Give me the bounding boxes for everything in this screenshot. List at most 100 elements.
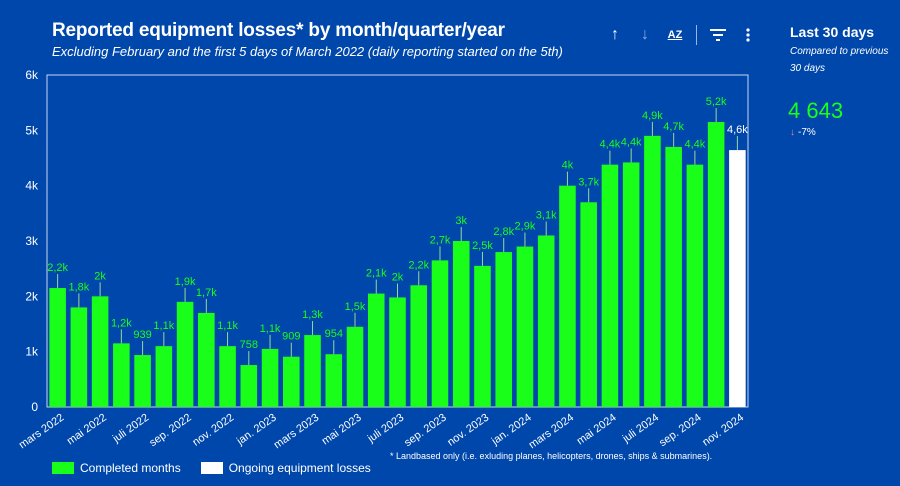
bar xyxy=(431,260,449,407)
data-label: 1,7k xyxy=(196,287,217,299)
bar xyxy=(346,326,364,407)
bar xyxy=(580,202,597,407)
data-label: 5,2k xyxy=(706,96,727,108)
bar xyxy=(304,335,321,407)
bar xyxy=(644,135,661,407)
data-label: 909 xyxy=(282,331,300,343)
data-label: 4k xyxy=(562,160,574,172)
data-label: 954 xyxy=(325,328,343,340)
bar xyxy=(389,297,406,407)
y-tick-label: 1k xyxy=(25,345,39,359)
y-tick-label: 4k xyxy=(25,179,39,193)
chart-subtitle: Excluding February and the first 5 days … xyxy=(52,44,563,59)
bar xyxy=(70,307,88,407)
y-tick-label: 0 xyxy=(31,400,38,414)
sort-az-icon[interactable]: AZ xyxy=(667,29,683,41)
bar xyxy=(134,355,151,407)
data-label: 4,6k xyxy=(727,124,748,136)
data-label: 3,1k xyxy=(536,209,557,221)
bar xyxy=(495,252,512,407)
bar xyxy=(410,285,428,407)
data-label: 4,4k xyxy=(621,136,642,148)
y-tick-label: 2k xyxy=(25,289,39,303)
bar xyxy=(49,288,66,407)
bar xyxy=(198,312,215,407)
x-tick-label: sep. 2023 xyxy=(402,412,448,450)
x-tick-label: mai 2022 xyxy=(65,412,109,448)
kpi-delta: ↓ -7% xyxy=(790,127,816,138)
bar xyxy=(240,365,258,407)
data-label: 1,9k xyxy=(175,276,196,288)
data-label: 2k xyxy=(94,270,106,282)
footnote: * Landbased only (i.e. exluding planes, … xyxy=(390,451,713,461)
chart-title: Reported equipment losses* by month/quar… xyxy=(52,20,505,41)
data-label: 4,9k xyxy=(642,110,663,122)
data-label: 1,1k xyxy=(260,323,281,335)
bar xyxy=(176,301,194,407)
data-label: 4,7k xyxy=(663,121,684,133)
bar xyxy=(219,346,236,407)
legend-swatch-ongoing xyxy=(200,462,223,474)
data-label: 2,5k xyxy=(472,240,493,252)
bar xyxy=(537,235,555,407)
data-label: 1,1k xyxy=(153,320,174,332)
bar xyxy=(91,296,109,407)
legend-swatch-completed xyxy=(52,462,74,474)
x-tick-label: juli 2023 xyxy=(365,412,406,446)
data-label: 2,9k xyxy=(515,221,536,233)
bar xyxy=(325,354,343,407)
x-tick-label: juli 2022 xyxy=(110,412,151,446)
kpi-heading: Last 30 days xyxy=(790,24,875,40)
bar xyxy=(601,164,619,407)
data-label: 2,7k xyxy=(430,234,451,246)
bar xyxy=(622,162,640,407)
x-tick-label: nov. 2022 xyxy=(190,412,236,449)
y-tick-label: 6k xyxy=(25,68,39,82)
more-icon[interactable] xyxy=(733,24,763,46)
bar xyxy=(707,122,725,408)
bar xyxy=(452,241,470,407)
data-label: 2,1k xyxy=(366,268,387,280)
bar xyxy=(516,246,534,407)
down-arrow-icon: ↓ xyxy=(790,127,795,138)
data-label: 2k xyxy=(392,271,404,283)
y-axis: 0 1k 2k 3k 4k 5k 6k xyxy=(25,68,39,414)
data-label: 1,2k xyxy=(111,317,132,329)
chart-toolbar: ↑ ↓ AZ xyxy=(600,24,763,46)
x-tick-label: mars 2023 xyxy=(272,412,321,452)
bar xyxy=(155,346,173,407)
filter-icon[interactable] xyxy=(703,24,733,46)
x-tick-label: nov. 2023 xyxy=(445,412,491,449)
arrow-up-icon[interactable]: ↑ xyxy=(611,26,619,43)
data-label: 1,1k xyxy=(217,320,238,332)
data-label: 939 xyxy=(133,329,151,341)
legend: Completed months Ongoing equipment losse… xyxy=(52,461,371,475)
kpi-value: 4 643 xyxy=(788,98,844,123)
data-label: 3k xyxy=(455,215,467,227)
x-tick-label: sep. 2022 xyxy=(147,412,193,450)
data-label: 1,5k xyxy=(345,301,366,313)
x-tick-label: mai 2023 xyxy=(320,412,364,448)
data-label: 1,3k xyxy=(302,309,323,321)
bars: 2,2k1,8k2k1,2k9391,1k1,9k1,7k1,1k7581,1k… xyxy=(47,96,748,408)
x-tick-label: mars 2022 xyxy=(17,412,66,452)
data-label: 1,8k xyxy=(68,281,89,293)
bar xyxy=(367,293,385,407)
arrow-down-icon[interactable]: ↓ xyxy=(641,26,649,43)
bar xyxy=(665,146,682,407)
data-label: 2,2k xyxy=(408,259,429,271)
bar xyxy=(283,356,300,407)
bar xyxy=(474,265,491,407)
y-tick-label: 3k xyxy=(25,234,39,248)
bar xyxy=(686,164,704,407)
x-tick-label: nov. 2024 xyxy=(700,412,746,449)
x-tick-label: sep. 2024 xyxy=(657,412,703,450)
legend-label-ongoing: Ongoing equipment losses xyxy=(228,461,371,475)
bar xyxy=(113,343,130,407)
data-label: 2,2k xyxy=(47,262,68,274)
x-tick-label: mars 2024 xyxy=(527,412,576,452)
data-label: 2,8k xyxy=(493,226,514,238)
data-label: 3,7k xyxy=(578,176,599,188)
